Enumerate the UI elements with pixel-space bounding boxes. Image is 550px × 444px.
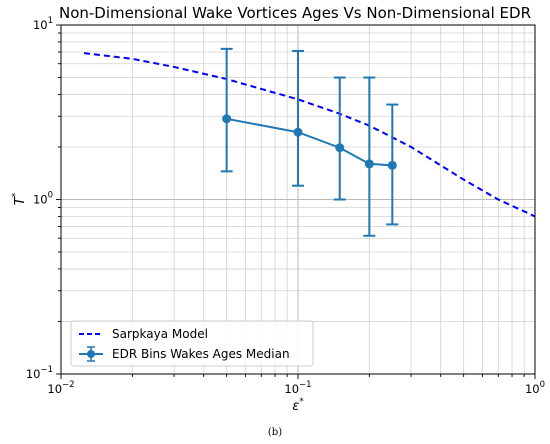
- legend-label-edr-bins: EDR Bins Wakes Ages Median: [112, 347, 290, 361]
- y-tick-label: 10−1: [26, 365, 53, 381]
- x-tick-label: 10−1: [284, 380, 311, 396]
- data-point: [222, 114, 232, 124]
- y-tick-label: 100: [33, 191, 53, 207]
- figure-caption: (b): [268, 427, 282, 438]
- legend: Sarpkaya Model EDR Bins Wakes Ages Media…: [70, 320, 314, 367]
- legend-box: [70, 320, 314, 367]
- y-tick-label: 101: [33, 16, 53, 32]
- y-axis-label: T*: [11, 192, 28, 205]
- edr-bins-series: [220, 47, 399, 237]
- chart-title: Non-Dimensional Wake Vortices Ages Vs No…: [59, 4, 531, 22]
- legend-label-sarpkaya: Sarpkaya Model: [112, 327, 208, 341]
- x-tick-label: 100: [525, 380, 545, 396]
- sarpkaya-model-line: [83, 52, 536, 218]
- data-point: [293, 127, 303, 137]
- data-point: [387, 160, 397, 170]
- legend-errorbar-marker-icon: [79, 346, 103, 362]
- x-tick-label: 10−2: [47, 380, 74, 396]
- data-point: [335, 143, 345, 153]
- data-point: [364, 159, 374, 169]
- series-layer: [83, 47, 536, 237]
- x-axis-label: ε*: [292, 397, 304, 414]
